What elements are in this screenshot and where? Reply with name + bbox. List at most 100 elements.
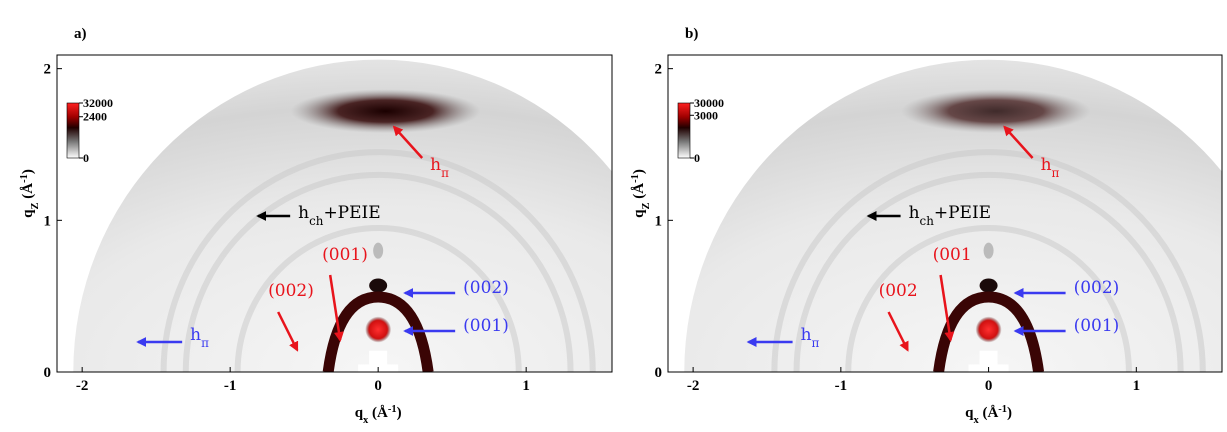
ring xyxy=(793,172,1184,372)
y-tick-label: 1 xyxy=(655,213,663,229)
text-part: (Å xyxy=(368,405,388,421)
plot-image xyxy=(684,60,1222,372)
annotation: hch+PEIE xyxy=(909,203,992,228)
annotation: (002 xyxy=(879,281,918,301)
y-axis-label: qZ (Å-1) xyxy=(630,169,652,218)
y-tick-label: 2 xyxy=(44,62,52,78)
text-part: h xyxy=(909,203,920,223)
scatter-dome xyxy=(684,60,1222,372)
annotation: hπ xyxy=(430,155,449,180)
text-part: +PEIE xyxy=(934,203,991,223)
text-part: π xyxy=(441,166,449,180)
text-part: (001) xyxy=(463,316,509,336)
text-part: h xyxy=(801,325,812,345)
annotation: (002) xyxy=(1074,278,1120,298)
text-part: (002) xyxy=(268,281,314,301)
text-part: π xyxy=(1052,166,1060,180)
peak-001 xyxy=(365,316,392,343)
text-part: q xyxy=(965,405,974,421)
text-part: h xyxy=(190,325,201,345)
plot-frame xyxy=(667,54,1223,373)
x-tick-label: -1 xyxy=(835,378,848,394)
text-part: (002) xyxy=(1074,278,1120,298)
ring xyxy=(771,150,1206,372)
peak-002 xyxy=(979,278,998,293)
text-part: ch xyxy=(920,214,935,228)
text-part: ) xyxy=(1007,405,1012,421)
annotation: (002) xyxy=(463,278,509,298)
annotation: hπ xyxy=(190,325,209,350)
text-part: ) xyxy=(20,169,36,174)
weak-peak xyxy=(373,242,384,259)
ring xyxy=(182,171,574,372)
pi-stacking-peak xyxy=(290,89,481,134)
text-part: -1 xyxy=(19,174,30,183)
x-tick-label: 0 xyxy=(985,378,993,394)
colorbar-tick-label: 3000 xyxy=(694,108,718,122)
ring xyxy=(160,149,596,372)
plot-image xyxy=(73,59,612,372)
colorbar-tick-label: 2400 xyxy=(83,110,107,124)
text-part: h xyxy=(298,203,309,223)
text-part: (Å xyxy=(979,405,999,421)
x-tick-label: -2 xyxy=(76,378,89,394)
colorbar-tick-label: 0 xyxy=(83,151,89,165)
text-part: π xyxy=(201,336,209,350)
annotation-arrow xyxy=(328,274,344,342)
colorbar-tick-label: 0 xyxy=(694,151,700,165)
annotation: (001) xyxy=(322,245,368,265)
x-tick-label: -1 xyxy=(224,378,237,394)
x-tick-label: 1 xyxy=(1133,378,1141,394)
text-part: h xyxy=(1041,155,1052,175)
text-part: (Å xyxy=(631,183,647,203)
panel-label: a) xyxy=(74,26,87,42)
text-part: π xyxy=(812,336,820,350)
text-part: (002 xyxy=(879,281,918,301)
y-tick-label: 1 xyxy=(44,213,52,229)
annotation: (002) xyxy=(268,281,314,301)
colorbar xyxy=(66,102,80,159)
text-part: x xyxy=(973,415,979,426)
scatter-dome xyxy=(73,59,612,372)
x-tick-label: -2 xyxy=(687,378,700,394)
text-part: (002) xyxy=(463,278,509,298)
colorbar-tick-label: 32000 xyxy=(83,96,113,110)
text-part: +PEIE xyxy=(323,203,380,223)
text-part: q xyxy=(20,209,36,218)
text-part: ) xyxy=(397,405,402,421)
annotation-arrow xyxy=(939,274,955,342)
annotation: (001) xyxy=(1074,316,1120,336)
text-part: (Å xyxy=(20,183,36,203)
peak-002 xyxy=(369,278,388,293)
text-part: h xyxy=(430,155,441,175)
annotation-arrow xyxy=(887,311,909,352)
annotation-arrow xyxy=(1003,125,1034,159)
text-part: ) xyxy=(631,169,647,174)
annotation-arrow xyxy=(392,125,424,159)
pi-stacking-peak xyxy=(900,89,1091,134)
plot-frame xyxy=(56,54,613,373)
text-part: Z xyxy=(30,202,41,209)
x-tick-label: 1 xyxy=(522,378,530,394)
x-axis-label: qx (Å-1) xyxy=(355,404,402,426)
text-part: q xyxy=(631,209,647,218)
annotation: hπ xyxy=(801,325,820,350)
y-tick-label: 0 xyxy=(44,365,52,381)
text-part: Z xyxy=(641,202,652,209)
peak-001 xyxy=(975,316,1002,343)
annotation: (001 xyxy=(933,245,972,265)
text-part: -1 xyxy=(998,404,1007,415)
text-part: (001) xyxy=(1074,316,1120,336)
y-tick-label: 0 xyxy=(655,365,663,381)
text-part: ch xyxy=(309,214,324,228)
text-part: q xyxy=(355,405,364,421)
weak-peak xyxy=(983,242,994,259)
annotation: (001) xyxy=(463,316,509,336)
text-part: x xyxy=(363,415,369,426)
colorbar-tick-label: 30000 xyxy=(694,96,724,110)
annotation: hπ xyxy=(1041,155,1060,180)
panel-label: b) xyxy=(685,26,698,42)
x-axis-label: qx (Å-1) xyxy=(965,404,1012,426)
y-axis-label: qZ (Å-1) xyxy=(19,169,41,218)
